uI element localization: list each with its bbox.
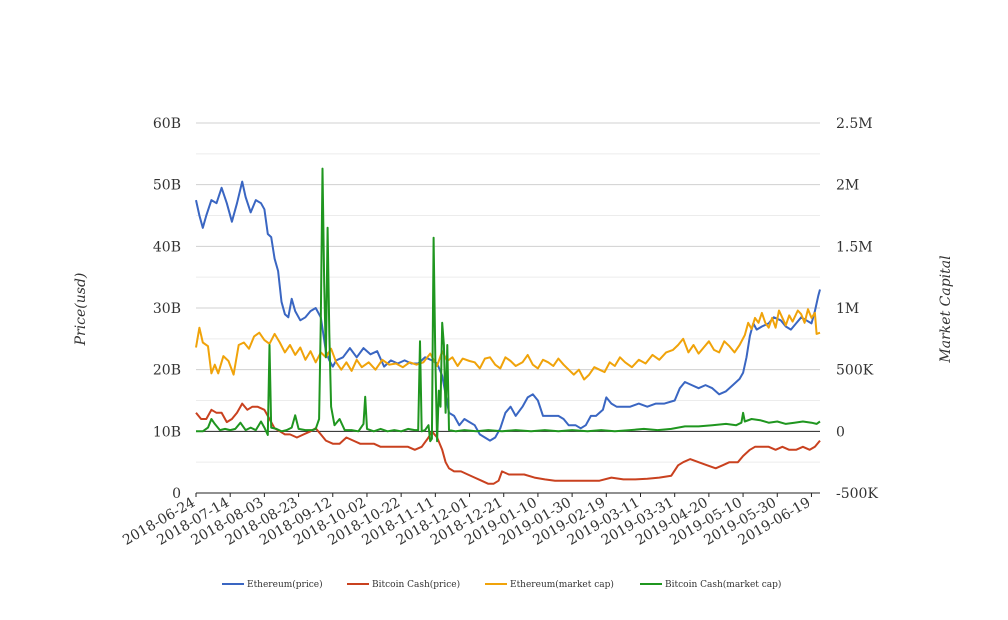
y-left-tick-label: 10B (153, 424, 181, 440)
y-right-tick-label: 2.5M (836, 116, 873, 132)
legend-item-2: Ethereum(market cap) (485, 579, 614, 590)
y-left-tick-label: 0 (172, 486, 181, 502)
y-left-tick-label: 50B (153, 178, 181, 194)
legend-item-1: Bitcoin Cash(price) (347, 579, 460, 590)
series-layer (195, 167, 821, 485)
legend-label: Bitcoin Cash(market cap) (665, 579, 781, 590)
y-left-tick-label: 40B (153, 239, 181, 255)
y-right-tick-label: 500K (836, 363, 874, 379)
axes-layer: 0 10B 20B 30B 40B 50B 60B -500K 0 500K 1M 1.5M 2M 2.5… (120, 116, 878, 549)
y-axis-left-title: Price(usd) (73, 273, 89, 347)
y-right-tick-label: 1M (836, 301, 859, 317)
grid (196, 122, 820, 494)
y-axis-right-title: Market Capital (938, 255, 954, 363)
y-left-tick-label: 20B (153, 363, 181, 379)
legend-item-3: Bitcoin Cash(market cap) (640, 579, 781, 590)
y-left-tick-label: 30B (153, 301, 181, 317)
y-right-tick-label: 0 (836, 424, 845, 440)
y-right-tick-label: -500K (836, 486, 878, 502)
series-line-0 (195, 180, 821, 442)
y-right-tick-label: 1.5M (836, 239, 873, 255)
legend-label: Ethereum(market cap) (510, 579, 614, 590)
series-line-3 (196, 167, 821, 443)
legend-label: Bitcoin Cash(price) (372, 579, 460, 590)
y-left-tick-label: 60B (153, 116, 181, 132)
series-line-1 (195, 402, 821, 485)
legend-item-0: Ethereum(price) (222, 579, 323, 590)
legend: Ethereum(price) Bitcoin Cash(price) Ethere… (222, 579, 781, 590)
series-line-2 (195, 308, 821, 381)
y-right-tick-label: 2M (836, 178, 859, 194)
legend-label: Ethereum(price) (247, 579, 323, 590)
